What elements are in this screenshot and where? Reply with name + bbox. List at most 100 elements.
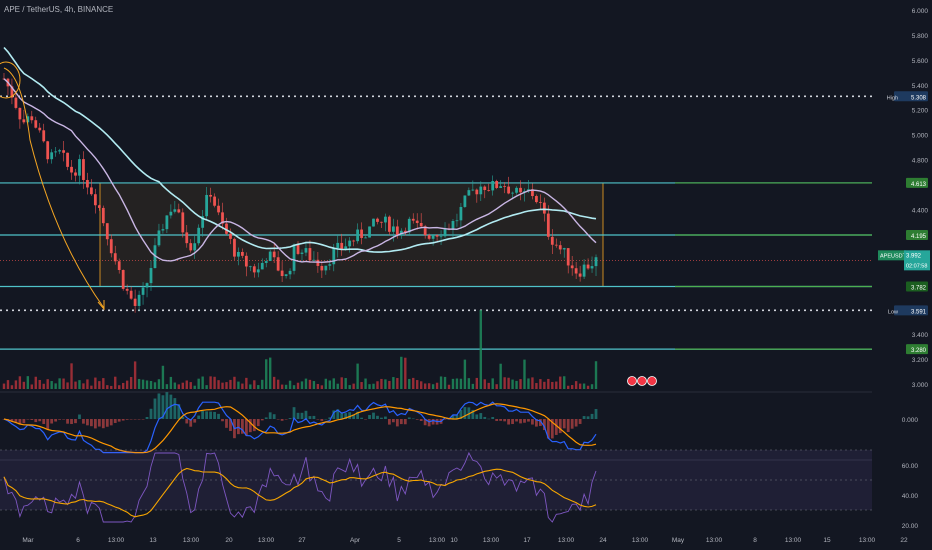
volume-bar [356, 363, 359, 389]
candle-body [312, 259, 316, 261]
candle-body [431, 235, 435, 239]
macd-histogram-bar [90, 419, 93, 427]
candle-body [574, 268, 578, 274]
candle-body [538, 202, 542, 203]
candle-body [209, 194, 212, 197]
macd-histogram-bar [411, 418, 415, 420]
candle-body [225, 223, 228, 234]
volume-bar [114, 376, 117, 389]
candle-body [14, 97, 18, 108]
macd-histogram-bar [395, 419, 399, 427]
candle-body [483, 186, 487, 191]
candle-body [213, 196, 216, 206]
candle-body [475, 189, 479, 195]
volume-bar [70, 363, 73, 389]
volume-bar [272, 376, 276, 389]
event-badge [637, 376, 647, 386]
candle-body [193, 243, 197, 251]
macd-histogram-bar [240, 419, 244, 434]
candle-body [368, 226, 371, 238]
macd-histogram-bar [360, 417, 363, 419]
volume-bar [487, 382, 490, 389]
macd-histogram-bar [296, 412, 300, 419]
candle-body [324, 265, 328, 271]
candle-body [403, 230, 407, 233]
candle-body [316, 259, 320, 266]
level-tag [906, 177, 928, 188]
volume-bar [427, 383, 431, 389]
price-tick: 6.000 [912, 8, 929, 15]
macd-histogram-bar [372, 412, 375, 419]
macd-histogram-bar [550, 419, 554, 439]
volume-bar [594, 361, 598, 389]
candle-body [503, 186, 507, 188]
candle-body [586, 264, 590, 269]
candle-body [304, 248, 308, 253]
candle-body [435, 235, 439, 237]
macd-histogram-bar [141, 419, 145, 420]
candle-body [328, 264, 332, 266]
candle-body [129, 290, 133, 299]
macd-histogram-bar [165, 392, 169, 419]
time-tick: 13:00 [558, 537, 575, 544]
macd-histogram-bar [125, 419, 129, 420]
candle-body [554, 244, 558, 246]
volume-bar [475, 377, 479, 389]
candle-body [332, 248, 336, 265]
macd-histogram-bar [423, 419, 427, 426]
level-tag [906, 230, 928, 241]
candle-body [86, 179, 89, 188]
macd-histogram-bar [328, 417, 332, 419]
candle-body [360, 229, 363, 238]
macd-histogram-bar [542, 419, 546, 431]
macd-histogram-bar [336, 409, 340, 419]
level-tag [894, 91, 928, 102]
volume-bar [491, 378, 494, 389]
candle-body [276, 257, 280, 271]
macd-histogram-bar [225, 419, 228, 428]
volume-bar [563, 376, 566, 389]
volume-bar [519, 379, 522, 389]
macd-histogram-bar [554, 419, 558, 435]
volume-bar [507, 377, 510, 389]
candle-body [264, 261, 268, 263]
candle-body [117, 261, 121, 271]
macd-histogram-bar [105, 419, 109, 427]
time-tick: 17 [523, 537, 531, 544]
volume-bar [225, 382, 228, 389]
level-tag [894, 305, 928, 316]
countdown: 02:07:58 [906, 263, 927, 269]
candle-body [50, 152, 54, 160]
time-tick: 20 [225, 537, 233, 544]
candle-body [173, 209, 177, 212]
volume-bar [102, 378, 105, 389]
macd-histogram-bar [54, 419, 58, 422]
volume-bar [515, 380, 518, 389]
volume-bar [209, 376, 212, 389]
volume-bar [586, 385, 590, 389]
volume-bar [22, 381, 26, 389]
macd-histogram-bar [30, 419, 34, 420]
macd-histogram-bar [467, 407, 471, 419]
volume-bar [551, 381, 554, 389]
volume-bar [18, 376, 22, 389]
candle-body [459, 206, 463, 221]
volume-bar [352, 383, 355, 389]
candle-body [364, 237, 367, 239]
candle-body [542, 202, 546, 214]
macd-histogram-bar [300, 412, 304, 419]
candle-body [109, 239, 113, 254]
candle-body [70, 166, 73, 173]
time-tick: 13:00 [429, 537, 446, 544]
volume-bar [344, 378, 347, 389]
event-badge [627, 376, 637, 386]
macd-histogram-bar [264, 417, 268, 419]
volume-bar [511, 379, 514, 389]
ma-fast-line [3, 78, 597, 264]
price-tick: 5.000 [912, 133, 929, 140]
candle-body [185, 232, 189, 244]
time-tick: 13:00 [483, 537, 500, 544]
macd-histogram-bar [332, 410, 336, 419]
candle-body [145, 283, 149, 288]
